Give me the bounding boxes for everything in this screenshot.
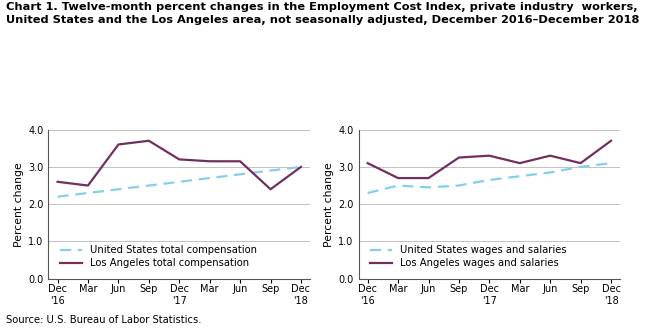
Los Angeles wages and salaries	[424, 176, 432, 180]
Y-axis label: Percent change: Percent change	[324, 162, 334, 247]
United States wages and salaries	[424, 185, 432, 189]
Line: Los Angeles wages and salaries: Los Angeles wages and salaries	[368, 141, 611, 178]
United States total compensation	[206, 176, 214, 180]
Text: Chart 1. Twelve-month percent changes in the Employment Cost Index, private indu: Chart 1. Twelve-month percent changes in…	[6, 2, 640, 25]
Los Angeles wages and salaries	[516, 161, 524, 165]
Y-axis label: Percent change: Percent change	[14, 162, 24, 247]
United States total compensation	[267, 169, 275, 173]
Legend: United States wages and salaries, Los Angeles wages and salaries: United States wages and salaries, Los An…	[366, 241, 571, 272]
Los Angeles total compensation	[84, 184, 92, 188]
United States wages and salaries	[364, 191, 371, 195]
United States wages and salaries	[577, 165, 585, 169]
Line: United States total compensation: United States total compensation	[57, 167, 301, 197]
United States wages and salaries	[547, 171, 554, 174]
Los Angeles wages and salaries	[364, 161, 371, 165]
United States wages and salaries	[455, 184, 463, 188]
Los Angeles total compensation	[236, 159, 244, 163]
Los Angeles wages and salaries	[394, 176, 402, 180]
Los Angeles total compensation	[175, 157, 183, 161]
Text: Source: U.S. Bureau of Labor Statistics.: Source: U.S. Bureau of Labor Statistics.	[6, 315, 202, 325]
Line: United States wages and salaries: United States wages and salaries	[368, 163, 611, 193]
United States total compensation	[175, 180, 183, 184]
Los Angeles wages and salaries	[455, 155, 463, 159]
United States total compensation	[84, 191, 92, 195]
United States wages and salaries	[394, 184, 402, 188]
Los Angeles total compensation	[114, 142, 122, 146]
Los Angeles wages and salaries	[577, 161, 585, 165]
Line: Los Angeles total compensation: Los Angeles total compensation	[57, 141, 301, 189]
Los Angeles total compensation	[54, 180, 61, 184]
United States total compensation	[145, 184, 152, 188]
United States total compensation	[297, 165, 305, 169]
United States wages and salaries	[486, 178, 494, 182]
Los Angeles total compensation	[297, 165, 305, 169]
United States wages and salaries	[607, 161, 615, 165]
United States total compensation	[54, 195, 61, 199]
Los Angeles wages and salaries	[486, 154, 494, 158]
United States total compensation	[114, 187, 122, 191]
Los Angeles wages and salaries	[607, 139, 615, 143]
Los Angeles total compensation	[267, 187, 275, 191]
Los Angeles wages and salaries	[547, 154, 554, 158]
Los Angeles total compensation	[145, 139, 152, 143]
United States total compensation	[236, 173, 244, 176]
United States wages and salaries	[516, 174, 524, 178]
Legend: United States total compensation, Los Angeles total compensation: United States total compensation, Los An…	[56, 241, 261, 272]
Los Angeles total compensation	[206, 159, 214, 163]
